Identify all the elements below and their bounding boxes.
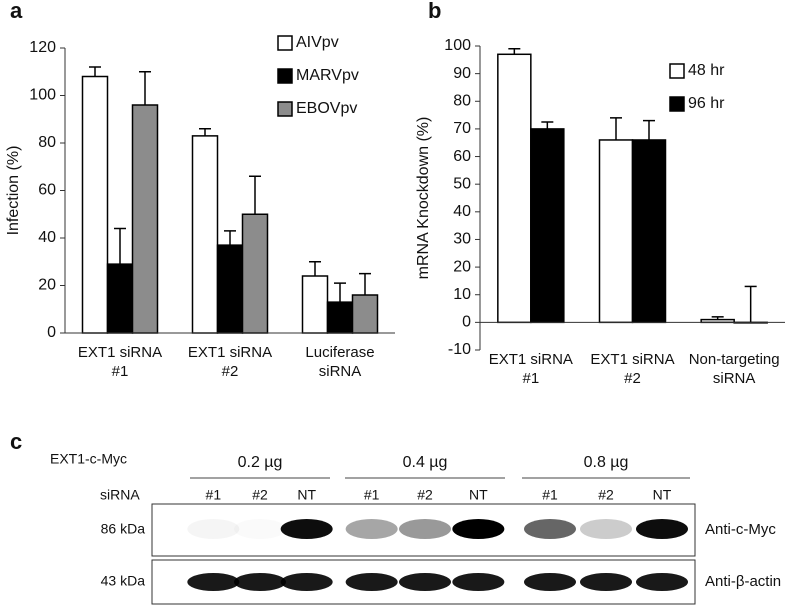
lane-label: #1 xyxy=(206,487,222,503)
bar xyxy=(598,139,634,324)
legend-swatch xyxy=(669,96,685,112)
band xyxy=(580,573,632,591)
bar xyxy=(191,135,219,334)
lane-label: #2 xyxy=(417,487,433,503)
size-label: 86 kDa xyxy=(101,521,146,537)
panel-label: a xyxy=(10,0,23,23)
band xyxy=(524,519,576,539)
band xyxy=(187,519,240,539)
lane-label: #1 xyxy=(542,487,558,503)
y-tick-label: 100 xyxy=(29,87,56,104)
antibody-label: Anti-β-actin xyxy=(705,573,781,590)
legend-swatch xyxy=(669,63,685,79)
legend-label: EBOVpv xyxy=(296,100,357,117)
y-tick-label: 40 xyxy=(453,203,471,220)
y-tick-label: 120 xyxy=(29,39,56,56)
antibody-label: Anti-c-Myc xyxy=(705,521,776,538)
lane-label: NT xyxy=(653,487,672,503)
y-tick-label: 10 xyxy=(453,286,471,303)
bar xyxy=(301,275,329,334)
band xyxy=(636,519,688,539)
y-tick-label: 60 xyxy=(453,148,471,165)
band xyxy=(452,573,505,591)
y-tick-label: 70 xyxy=(453,120,471,137)
bar xyxy=(216,244,244,334)
legend-swatch xyxy=(277,35,293,51)
bar xyxy=(631,139,667,324)
y-tick-label: 20 xyxy=(453,258,471,275)
dose-label: 0.8 µg xyxy=(584,454,629,471)
y-tick-label: 0 xyxy=(462,314,471,331)
bar xyxy=(106,263,134,334)
legend-label: MARVpv xyxy=(296,67,359,84)
bar xyxy=(530,128,565,324)
band xyxy=(580,519,632,539)
x-tick-label: Non-targeting siRNA xyxy=(688,351,780,387)
lane-label: NT xyxy=(297,487,316,503)
band xyxy=(636,573,688,591)
legend-label: 96 hr xyxy=(688,95,725,112)
x-tick-label: EXT1 siRNA #1 xyxy=(488,351,573,387)
y-tick-label: 100 xyxy=(444,37,471,54)
y-axis-label: Infection (%) xyxy=(5,146,22,236)
construct-label: EXT1-c-Myc xyxy=(50,451,127,467)
blot-frame xyxy=(151,503,696,557)
band xyxy=(280,573,333,591)
legend-swatch xyxy=(277,101,293,117)
lane-label: #2 xyxy=(598,487,614,503)
y-tick-label: 20 xyxy=(38,277,56,294)
band xyxy=(234,573,286,591)
band xyxy=(345,573,398,591)
y-tick-label: 40 xyxy=(38,229,56,246)
band xyxy=(524,573,576,591)
y-tick-label: 80 xyxy=(38,134,56,151)
y-tick-label: 0 xyxy=(47,324,56,341)
size-label: 43 kDa xyxy=(101,573,146,589)
panel-label: c xyxy=(10,429,22,454)
bar xyxy=(81,75,109,334)
bar xyxy=(241,213,269,334)
y-tick-label: 90 xyxy=(453,65,471,82)
panel-label: b xyxy=(428,0,441,23)
band xyxy=(234,519,286,539)
x-tick-label: EXT1 siRNA #2 xyxy=(590,351,675,387)
legend-swatch xyxy=(277,68,293,84)
bar xyxy=(326,301,354,334)
band xyxy=(399,519,451,539)
lane-label: NT xyxy=(469,487,488,503)
y-tick-label: 60 xyxy=(38,182,56,199)
band xyxy=(280,519,333,539)
y-tick-label: 50 xyxy=(453,175,471,192)
dose-label: 0.2 µg xyxy=(238,454,283,471)
y-axis-label: mRNA Knockdown (%) xyxy=(415,117,432,280)
legend-label: 48 hr xyxy=(688,62,725,79)
legend-label: AIVpv xyxy=(296,34,339,51)
x-tick-label: Luciferase siRNA xyxy=(305,344,375,380)
bar xyxy=(351,294,379,334)
band xyxy=(345,519,398,539)
band xyxy=(452,519,505,539)
bar xyxy=(131,104,159,334)
dose-label: 0.4 µg xyxy=(403,454,448,471)
x-tick-label: EXT1 siRNA #1 xyxy=(77,344,163,380)
band xyxy=(399,573,451,591)
band xyxy=(187,573,240,591)
lane-label: #1 xyxy=(364,487,380,503)
x-tick-label: EXT1 siRNA #2 xyxy=(187,344,273,380)
y-tick-label: -10 xyxy=(448,341,471,358)
blot-frame xyxy=(151,559,696,605)
y-tick-label: 80 xyxy=(453,92,471,109)
y-tick-label: 30 xyxy=(453,231,471,248)
bar xyxy=(497,53,532,324)
sirna-label: siRNA xyxy=(100,487,140,503)
lane-label: #2 xyxy=(252,487,268,503)
